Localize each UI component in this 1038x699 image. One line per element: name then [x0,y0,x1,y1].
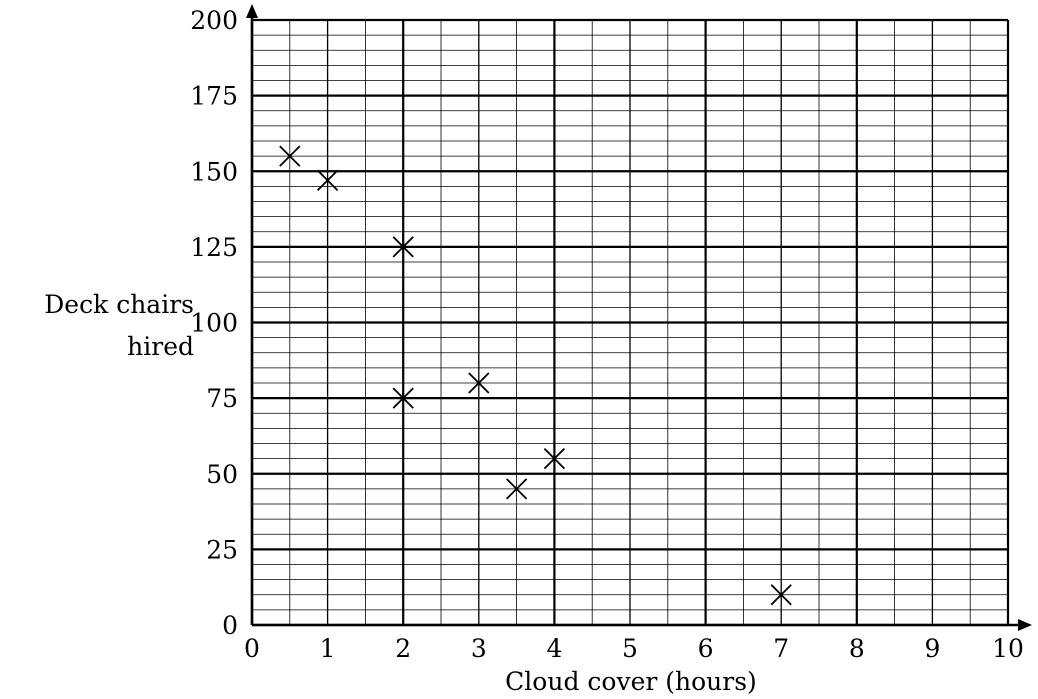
x-tick-label: 0 [244,634,260,663]
x-tick-label: 7 [773,634,789,663]
y-tick-label: 25 [206,535,238,564]
y-tick-label: 100 [190,309,238,338]
y-tick-label: 175 [190,82,238,111]
x-tick-label: 5 [622,634,638,663]
data-point [543,447,566,470]
x-tick-label: 9 [924,634,940,663]
data-point [279,145,301,167]
data-point [316,169,339,191]
y-axis-title-line-1: Deck chairs [44,290,194,319]
data-point [770,584,792,606]
data-point [505,478,528,500]
y-axis-arrow [246,4,258,18]
x-tick-label: 4 [546,634,562,663]
x-tick-label: 6 [698,634,714,663]
x-tick-label: 3 [471,634,487,663]
y-tick-label: 50 [206,460,238,489]
x-tick-label: 8 [849,634,865,663]
x-tick-label: 10 [992,634,1024,663]
data-points [279,145,792,606]
data-point [392,387,414,409]
y-tick-label: 150 [190,157,238,186]
data-point [392,236,414,258]
x-tick-labels: 0 1 2 3 4 5 6 7 8 9 10 [244,634,1024,663]
x-tick-label: 1 [320,634,336,663]
y-tick-label: 0 [222,611,238,640]
y-tick-label: 75 [206,384,238,413]
x-axis-title: Cloud cover (hours) [505,667,757,696]
x-axis-arrow [1018,619,1032,631]
data-point [468,372,490,394]
y-tick-label: 125 [190,233,238,262]
y-tick-label: 200 [190,6,238,35]
y-tick-labels: 0 25 50 75 100 125 150 175 200 [190,6,238,640]
x-tick-label: 2 [395,634,411,663]
axes [246,4,1032,631]
y-axis-title-line-2: hired [127,332,194,361]
